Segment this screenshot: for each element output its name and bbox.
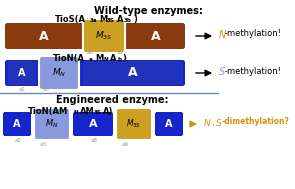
Text: $M_N$: $M_N$ bbox=[52, 67, 66, 79]
Text: N: N bbox=[74, 110, 79, 115]
Text: 3S: 3S bbox=[94, 110, 102, 115]
Text: a8: a8 bbox=[87, 50, 94, 55]
FancyBboxPatch shape bbox=[83, 19, 125, 53]
Text: -dimethylation?: -dimethylation? bbox=[222, 118, 290, 126]
Text: AM: AM bbox=[80, 107, 95, 116]
Text: A): A) bbox=[103, 107, 113, 116]
Text: A: A bbox=[39, 29, 49, 43]
FancyBboxPatch shape bbox=[8, 61, 36, 85]
FancyBboxPatch shape bbox=[5, 23, 185, 49]
FancyBboxPatch shape bbox=[155, 112, 183, 136]
FancyBboxPatch shape bbox=[128, 24, 183, 48]
Text: A: A bbox=[110, 54, 117, 63]
Text: $M_N$: $M_N$ bbox=[45, 118, 59, 130]
Text: ,: , bbox=[211, 118, 214, 126]
Text: a8: a8 bbox=[91, 138, 98, 143]
Text: a3: a3 bbox=[40, 142, 47, 147]
Text: Wild-type enzymes:: Wild-type enzymes: bbox=[94, 6, 202, 16]
Text: N: N bbox=[103, 57, 108, 62]
Text: A: A bbox=[89, 119, 97, 129]
Text: a: a bbox=[89, 57, 93, 62]
Text: A: A bbox=[165, 119, 173, 129]
Text: TioN(AM: TioN(AM bbox=[28, 107, 68, 116]
Text: $M_{3S}$: $M_{3S}$ bbox=[95, 30, 113, 42]
FancyBboxPatch shape bbox=[116, 108, 152, 140]
FancyBboxPatch shape bbox=[8, 24, 80, 48]
Text: b: b bbox=[117, 57, 121, 62]
Text: a9: a9 bbox=[117, 50, 124, 55]
FancyBboxPatch shape bbox=[83, 61, 183, 85]
FancyBboxPatch shape bbox=[73, 112, 113, 136]
Text: A: A bbox=[117, 15, 124, 24]
Text: $\it{S}$: $\it{S}$ bbox=[218, 65, 226, 77]
Text: $M_{3S}$: $M_{3S}$ bbox=[126, 118, 142, 130]
Text: TioS(A: TioS(A bbox=[55, 15, 86, 24]
Text: 3S: 3S bbox=[107, 18, 115, 23]
Text: 3a: 3a bbox=[90, 18, 98, 23]
Text: Engineered enzyme:: Engineered enzyme: bbox=[56, 95, 168, 105]
Text: ): ) bbox=[133, 15, 137, 24]
Text: M: M bbox=[99, 15, 107, 24]
FancyBboxPatch shape bbox=[3, 112, 31, 136]
FancyBboxPatch shape bbox=[34, 108, 70, 140]
FancyBboxPatch shape bbox=[5, 60, 185, 86]
Text: A: A bbox=[151, 29, 160, 43]
Text: ): ) bbox=[122, 54, 126, 63]
Text: A: A bbox=[18, 68, 26, 78]
Text: a3: a3 bbox=[43, 87, 50, 92]
Text: $\it{N}$: $\it{N}$ bbox=[218, 28, 227, 40]
Text: a9: a9 bbox=[122, 142, 129, 147]
Text: TioN(A: TioN(A bbox=[53, 54, 85, 63]
Text: a2: a2 bbox=[19, 87, 26, 92]
Text: 3b: 3b bbox=[124, 18, 132, 23]
Text: -methylation!: -methylation! bbox=[225, 67, 282, 75]
Text: A: A bbox=[128, 67, 138, 80]
FancyBboxPatch shape bbox=[39, 56, 79, 90]
Text: a2: a2 bbox=[15, 138, 22, 143]
Text: A: A bbox=[13, 119, 21, 129]
Text: M: M bbox=[95, 54, 103, 63]
Text: -methylation!: -methylation! bbox=[225, 29, 282, 39]
Text: $\it{N}$: $\it{N}$ bbox=[203, 116, 212, 128]
Text: $\it{S}$: $\it{S}$ bbox=[215, 116, 222, 128]
